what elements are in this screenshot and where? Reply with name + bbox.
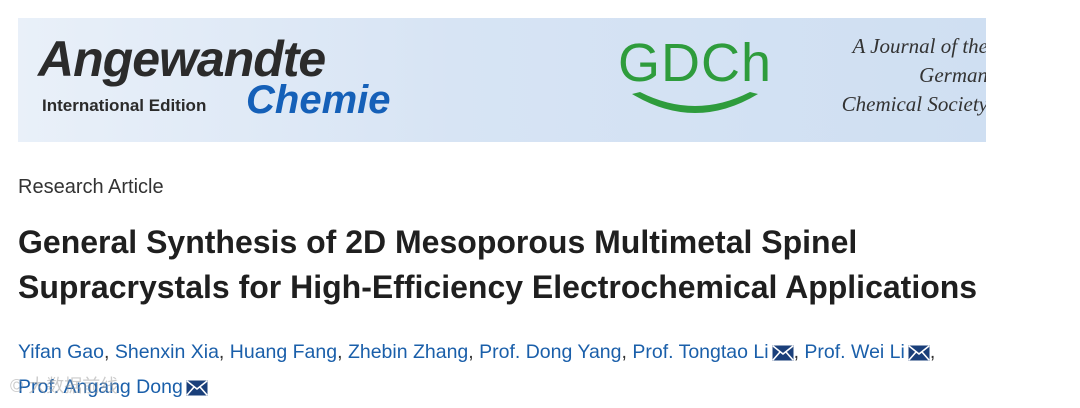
- author-item: Huang Fang: [230, 341, 337, 363]
- article-type: Research Article: [18, 176, 164, 198]
- author-item: Yifan Gao: [18, 341, 104, 363]
- tagline-line-2: German: [919, 63, 986, 87]
- author-name-link[interactable]: Prof. Tongtao Li: [632, 341, 769, 363]
- journal-tagline: A Journal of the German Chemical Society: [808, 32, 986, 119]
- gdch-logo: GDCh: [610, 32, 780, 122]
- author-separator: ,: [218, 341, 230, 363]
- author-list: Yifan Gao, Shenxin Xia, Huang Fang, Zheb…: [18, 336, 1078, 406]
- gdch-logo-swoosh: [632, 92, 758, 113]
- author-separator: ,: [929, 341, 936, 363]
- tagline-line-1: A Journal of the: [852, 34, 986, 58]
- author-name-link[interactable]: Zhebin Zhang: [347, 341, 469, 363]
- mail-icon[interactable]: [771, 339, 794, 371]
- author-item: Shenxin Xia: [115, 341, 219, 363]
- tagline-line-3: Chemical Society: [841, 92, 986, 116]
- author-separator: ,: [621, 341, 633, 363]
- mail-icon[interactable]: [186, 374, 208, 406]
- author-separator: ,: [468, 341, 480, 363]
- article-title: General Synthesis of 2D Mesoporous Multi…: [18, 220, 1078, 310]
- journal-subtitle: Chemie: [246, 78, 391, 122]
- author-item: Prof. Dong Yang: [479, 341, 621, 363]
- journal-name: Angewandte: [38, 31, 326, 87]
- author-name-link[interactable]: Prof. Dong Yang: [479, 341, 622, 363]
- title-line-1: General Synthesis of 2D Mesoporous Multi…: [18, 224, 858, 260]
- author-name-link[interactable]: Yifan Gao: [18, 341, 104, 363]
- author-item: Zhebin Zhang: [348, 341, 468, 363]
- title-line-2: Supracrystals for High-Efficiency Electr…: [18, 269, 978, 305]
- author-item: Prof. Tongtao Li: [632, 341, 794, 363]
- gdch-logo-text: GDCh: [617, 33, 773, 93]
- author-name-link[interactable]: Prof. Wei Li: [804, 341, 905, 363]
- author-item: Prof. Angang Dong: [18, 376, 208, 398]
- author-name-link[interactable]: Shenxin Xia: [114, 341, 219, 363]
- author-separator: ,: [104, 341, 115, 363]
- watermark: © 大数据前线: [10, 376, 119, 396]
- author-separator: ,: [337, 341, 348, 363]
- mail-icon[interactable]: [908, 339, 930, 371]
- author-item: Prof. Wei Li: [804, 341, 930, 363]
- journal-banner: Angewandte International Edition Chemie …: [18, 18, 986, 142]
- author-name-link[interactable]: Huang Fang: [229, 341, 338, 363]
- author-separator: ,: [793, 341, 805, 363]
- edition-label: International Edition: [42, 96, 207, 115]
- author-name-link[interactable]: Prof. Angang Dong: [18, 376, 183, 398]
